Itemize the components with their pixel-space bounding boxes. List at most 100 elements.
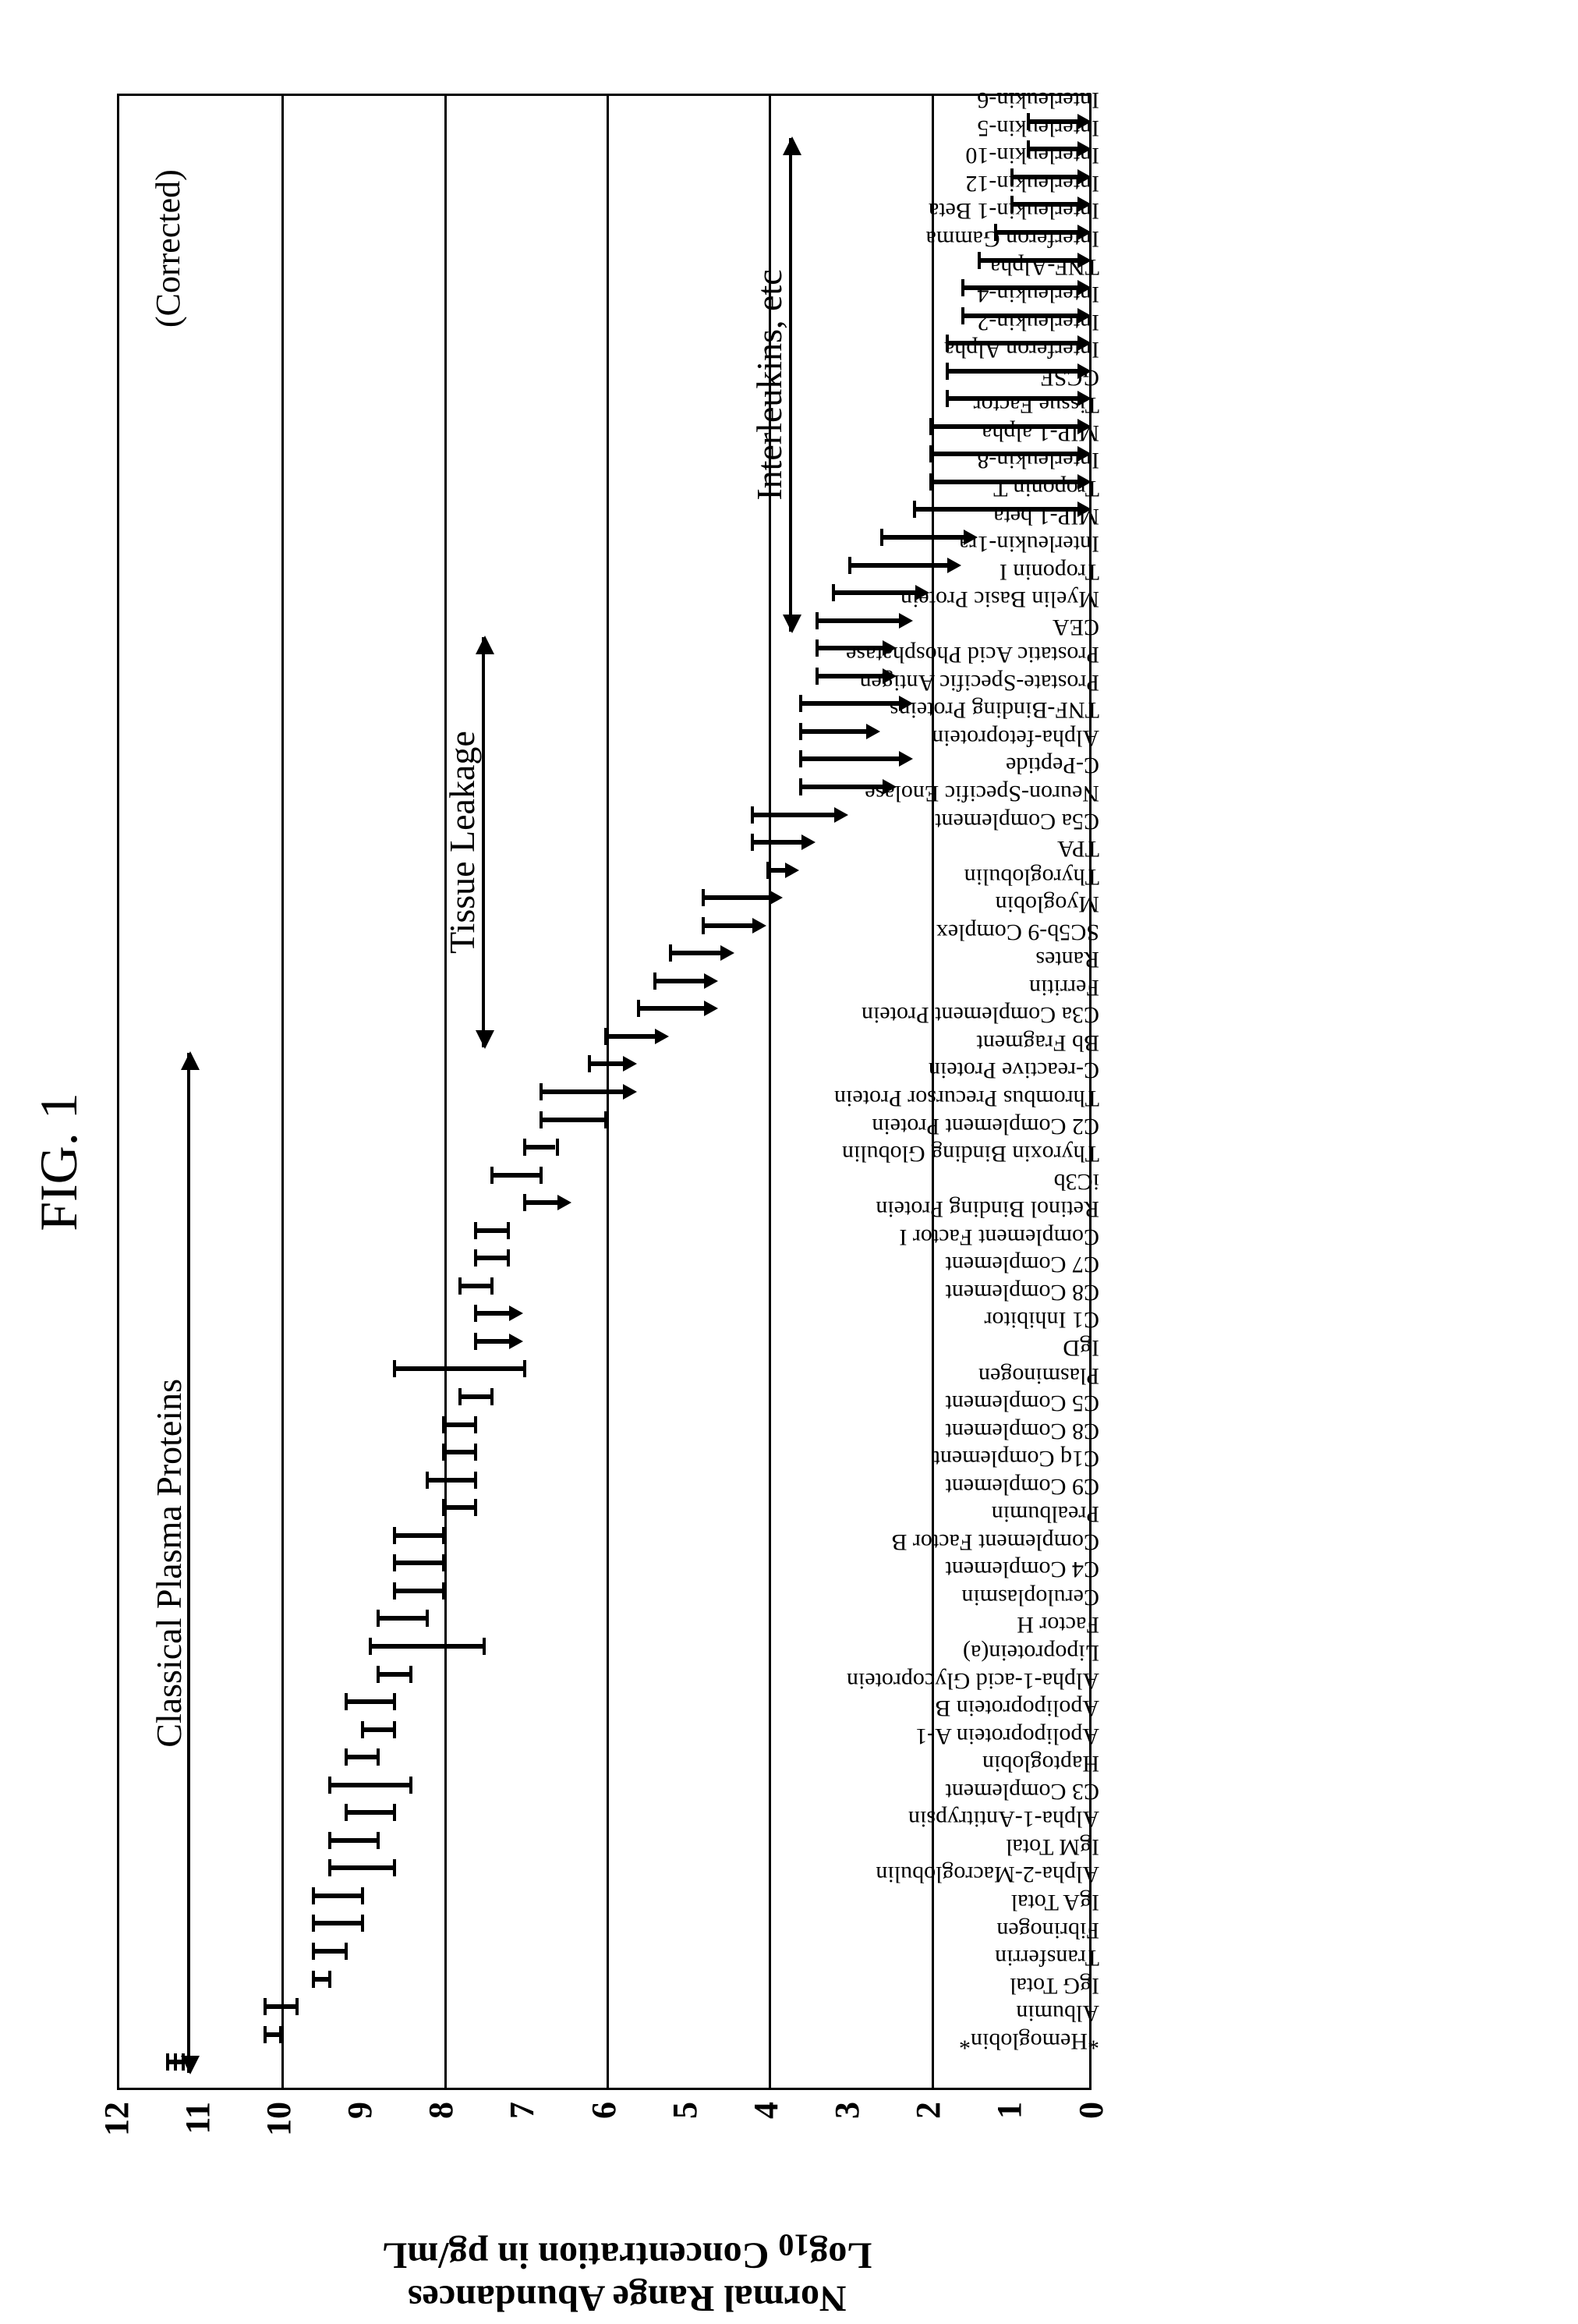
protein-label: Apolipoprotein B: [935, 1695, 1099, 1721]
protein-label: C5 Complement: [946, 1390, 1100, 1416]
protein-bar-arrowhead: [1077, 169, 1092, 185]
protein-bar-top-cap: [490, 1167, 494, 1184]
y-tick-label: 8: [421, 2102, 461, 2156]
protein-bar: [442, 1422, 475, 1427]
protein-bar-bottom-cap: [442, 1527, 445, 1544]
protein-bar-top-cap: [540, 1111, 543, 1128]
protein-bar: [458, 1284, 491, 1288]
protein-bar-top-cap: [345, 1693, 348, 1710]
protein-bar-top-cap: [1027, 113, 1030, 130]
protein-bar-top-cap: [816, 668, 819, 685]
protein-bar-bottom-cap: [540, 1167, 543, 1184]
protein-label: C3a Complement Protein: [862, 1001, 1099, 1028]
protein-label: Interleukin-6: [977, 87, 1099, 113]
protein-bar-bottom-cap: [523, 1361, 526, 1378]
protein-bar-arrowhead: [1077, 446, 1092, 462]
protein-label: IgG Total: [1010, 1972, 1099, 1999]
protein-bar: [946, 396, 1078, 401]
protein-bar-top-cap: [816, 612, 819, 629]
protein-bar-top-cap: [604, 1028, 607, 1045]
protein-bar: [474, 1256, 507, 1260]
protein-bar-arrowhead: [785, 863, 799, 878]
protein-bar-arrowhead: [801, 834, 816, 850]
protein-bar-bottom-cap: [393, 1721, 396, 1738]
protein-label: IgM Total: [1006, 1833, 1099, 1860]
protein-bar-top-cap: [345, 1748, 348, 1766]
protein-label: Plasminogen: [978, 1362, 1099, 1389]
protein-label: SC5b-9 Complex: [936, 919, 1099, 945]
protein-bar: [816, 618, 899, 623]
protein-bar: [799, 756, 899, 761]
protein-bar-bottom-cap: [474, 1444, 477, 1461]
protein-bar: [393, 1533, 442, 1538]
protein-bar: [377, 1672, 409, 1677]
protein-bar-top-cap: [637, 1000, 640, 1017]
protein-bar-bottom-cap: [409, 1666, 412, 1683]
protein-bar-arrowhead: [623, 1084, 637, 1100]
protein-bar-top-cap: [766, 862, 770, 879]
protein-label: Lipoprotein(a): [963, 1639, 1099, 1666]
protein-bar-arrowhead: [964, 530, 978, 545]
protein-bar: [474, 1339, 509, 1344]
protein-bar-arrowhead: [899, 613, 913, 629]
protein-label: Haptoglobin: [982, 1750, 1099, 1777]
protein-bar: [523, 1200, 558, 1205]
y-tick-label: 5: [665, 2102, 705, 2156]
protein-bar-top-cap: [588, 1055, 591, 1072]
protein-bar: [637, 1006, 704, 1011]
protein-bar: [751, 840, 801, 845]
protein-label: C5a Complement: [935, 808, 1099, 834]
protein-label: C1 Inhibitor: [985, 1306, 1100, 1333]
protein-label: Myoglobin: [996, 891, 1099, 917]
protein-bar-top-cap: [393, 1527, 396, 1544]
protein-bar: [978, 258, 1077, 263]
protein-label: TNF-Binding Proteins: [890, 696, 1099, 723]
protein-bar-top-cap: [523, 1139, 526, 1156]
protein-bar: [442, 1505, 475, 1510]
protein-bar: [669, 951, 720, 955]
protein-bar-arrowhead: [1077, 114, 1092, 129]
group-label: Interleukins, etc: [748, 151, 790, 619]
protein-bar-arrowhead: [1077, 335, 1092, 351]
protein-label: C-Peptide: [1006, 752, 1099, 778]
protein-bar-top-cap: [393, 1554, 396, 1571]
protein-bar-extra-cap: [174, 2053, 177, 2071]
protein-label: Albumin: [1016, 2000, 1099, 2026]
protein-label: Alpha-2-Macroglobulin: [876, 1861, 1099, 1887]
protein-bar-bottom-cap: [328, 1971, 331, 1988]
protein-bar-arrowhead: [866, 724, 880, 739]
protein-bar-top-cap: [458, 1388, 462, 1405]
protein-bar-bottom-cap: [409, 1777, 412, 1794]
protein-bar: [540, 1118, 604, 1122]
protein-bar-top-cap: [653, 972, 656, 990]
protein-bar-arrowhead: [883, 779, 897, 795]
protein-bar-top-cap: [1010, 168, 1014, 186]
protein-bar: [442, 1450, 475, 1454]
protein-bar: [929, 480, 1077, 484]
protein-label: Complement Factor B: [891, 1529, 1099, 1555]
protein-bar-arrowhead: [509, 1305, 523, 1321]
protein-bar: [393, 1561, 442, 1565]
protein-bar: [345, 1699, 394, 1704]
protein-label: Bb Fragment: [977, 1029, 1100, 1056]
protein-bar: [653, 979, 704, 983]
y-tick-label: 7: [502, 2102, 542, 2156]
protein-bar: [523, 1145, 556, 1150]
protein-bar-top-cap: [994, 224, 997, 241]
protein-bar-top-cap: [848, 557, 851, 574]
protein-bar-bottom-cap: [507, 1222, 510, 1239]
protein-label: C8 Complement: [946, 1418, 1100, 1444]
protein-bar: [361, 1727, 394, 1732]
protein-bar-top-cap: [540, 1083, 543, 1100]
y-tick-label: 0: [1071, 2102, 1111, 2156]
protein-bar: [312, 1894, 361, 1898]
protein-bar-arrowhead: [1077, 197, 1092, 212]
protein-bar-bottom-cap: [474, 1416, 477, 1433]
protein-bar: [540, 1089, 623, 1094]
protein-bar: [702, 923, 752, 928]
protein-bar-top-cap: [474, 1249, 477, 1267]
protein-bar-top-cap: [929, 445, 932, 462]
protein-bar-bottom-cap: [474, 1472, 477, 1489]
protein-bar-bottom-cap: [393, 1859, 396, 1876]
protein-label: Interleukin-1ra: [959, 530, 1099, 557]
